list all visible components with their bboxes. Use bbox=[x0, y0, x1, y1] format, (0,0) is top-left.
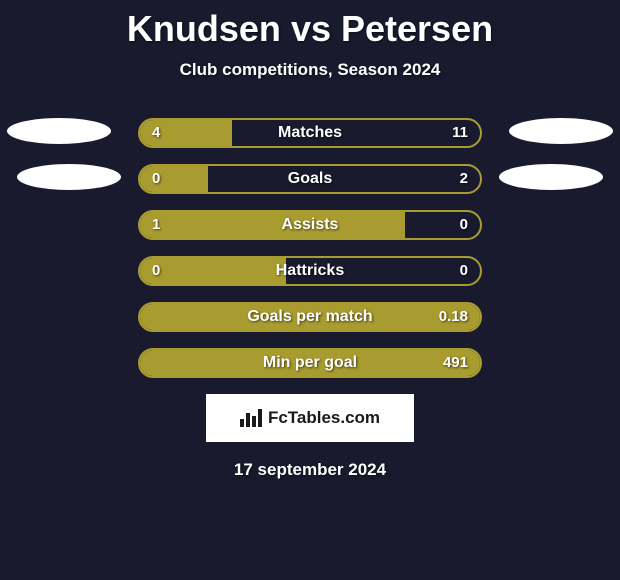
bar-chart-icon bbox=[240, 409, 262, 427]
player2-avatar-placeholder bbox=[499, 164, 603, 190]
stat-row: 0.18Goals per match bbox=[138, 302, 482, 332]
player2-name: Petersen bbox=[341, 8, 493, 49]
vs-label: vs bbox=[291, 8, 331, 49]
player2-avatar-placeholder bbox=[509, 118, 613, 144]
page-title: Knudsen vs Petersen bbox=[0, 0, 620, 50]
comparison-stage: 411Matches 02Goals 10Assists 00Hattricks 0.1… bbox=[0, 118, 620, 378]
subtitle: Club competitions, Season 2024 bbox=[0, 60, 620, 80]
stat-label: Hattricks bbox=[140, 258, 480, 284]
logo-box: FcTables.com bbox=[206, 394, 414, 442]
stat-row: 10Assists bbox=[138, 210, 482, 240]
stat-row: 491Min per goal bbox=[138, 348, 482, 378]
stat-label: Min per goal bbox=[140, 350, 480, 376]
stat-label: Matches bbox=[140, 120, 480, 146]
player1-name: Knudsen bbox=[127, 8, 281, 49]
stat-label: Goals bbox=[140, 166, 480, 192]
stat-bars: 411Matches 02Goals 10Assists 00Hattricks 0.1… bbox=[138, 118, 482, 378]
stat-label: Goals per match bbox=[140, 304, 480, 330]
stat-row: 00Hattricks bbox=[138, 256, 482, 286]
player1-avatar-placeholder bbox=[7, 118, 111, 144]
stat-label: Assists bbox=[140, 212, 480, 238]
player1-avatar-placeholder bbox=[17, 164, 121, 190]
logo-text: FcTables.com bbox=[268, 408, 380, 428]
stat-row: 411Matches bbox=[138, 118, 482, 148]
stat-row: 02Goals bbox=[138, 164, 482, 194]
date-label: 17 september 2024 bbox=[0, 460, 620, 480]
